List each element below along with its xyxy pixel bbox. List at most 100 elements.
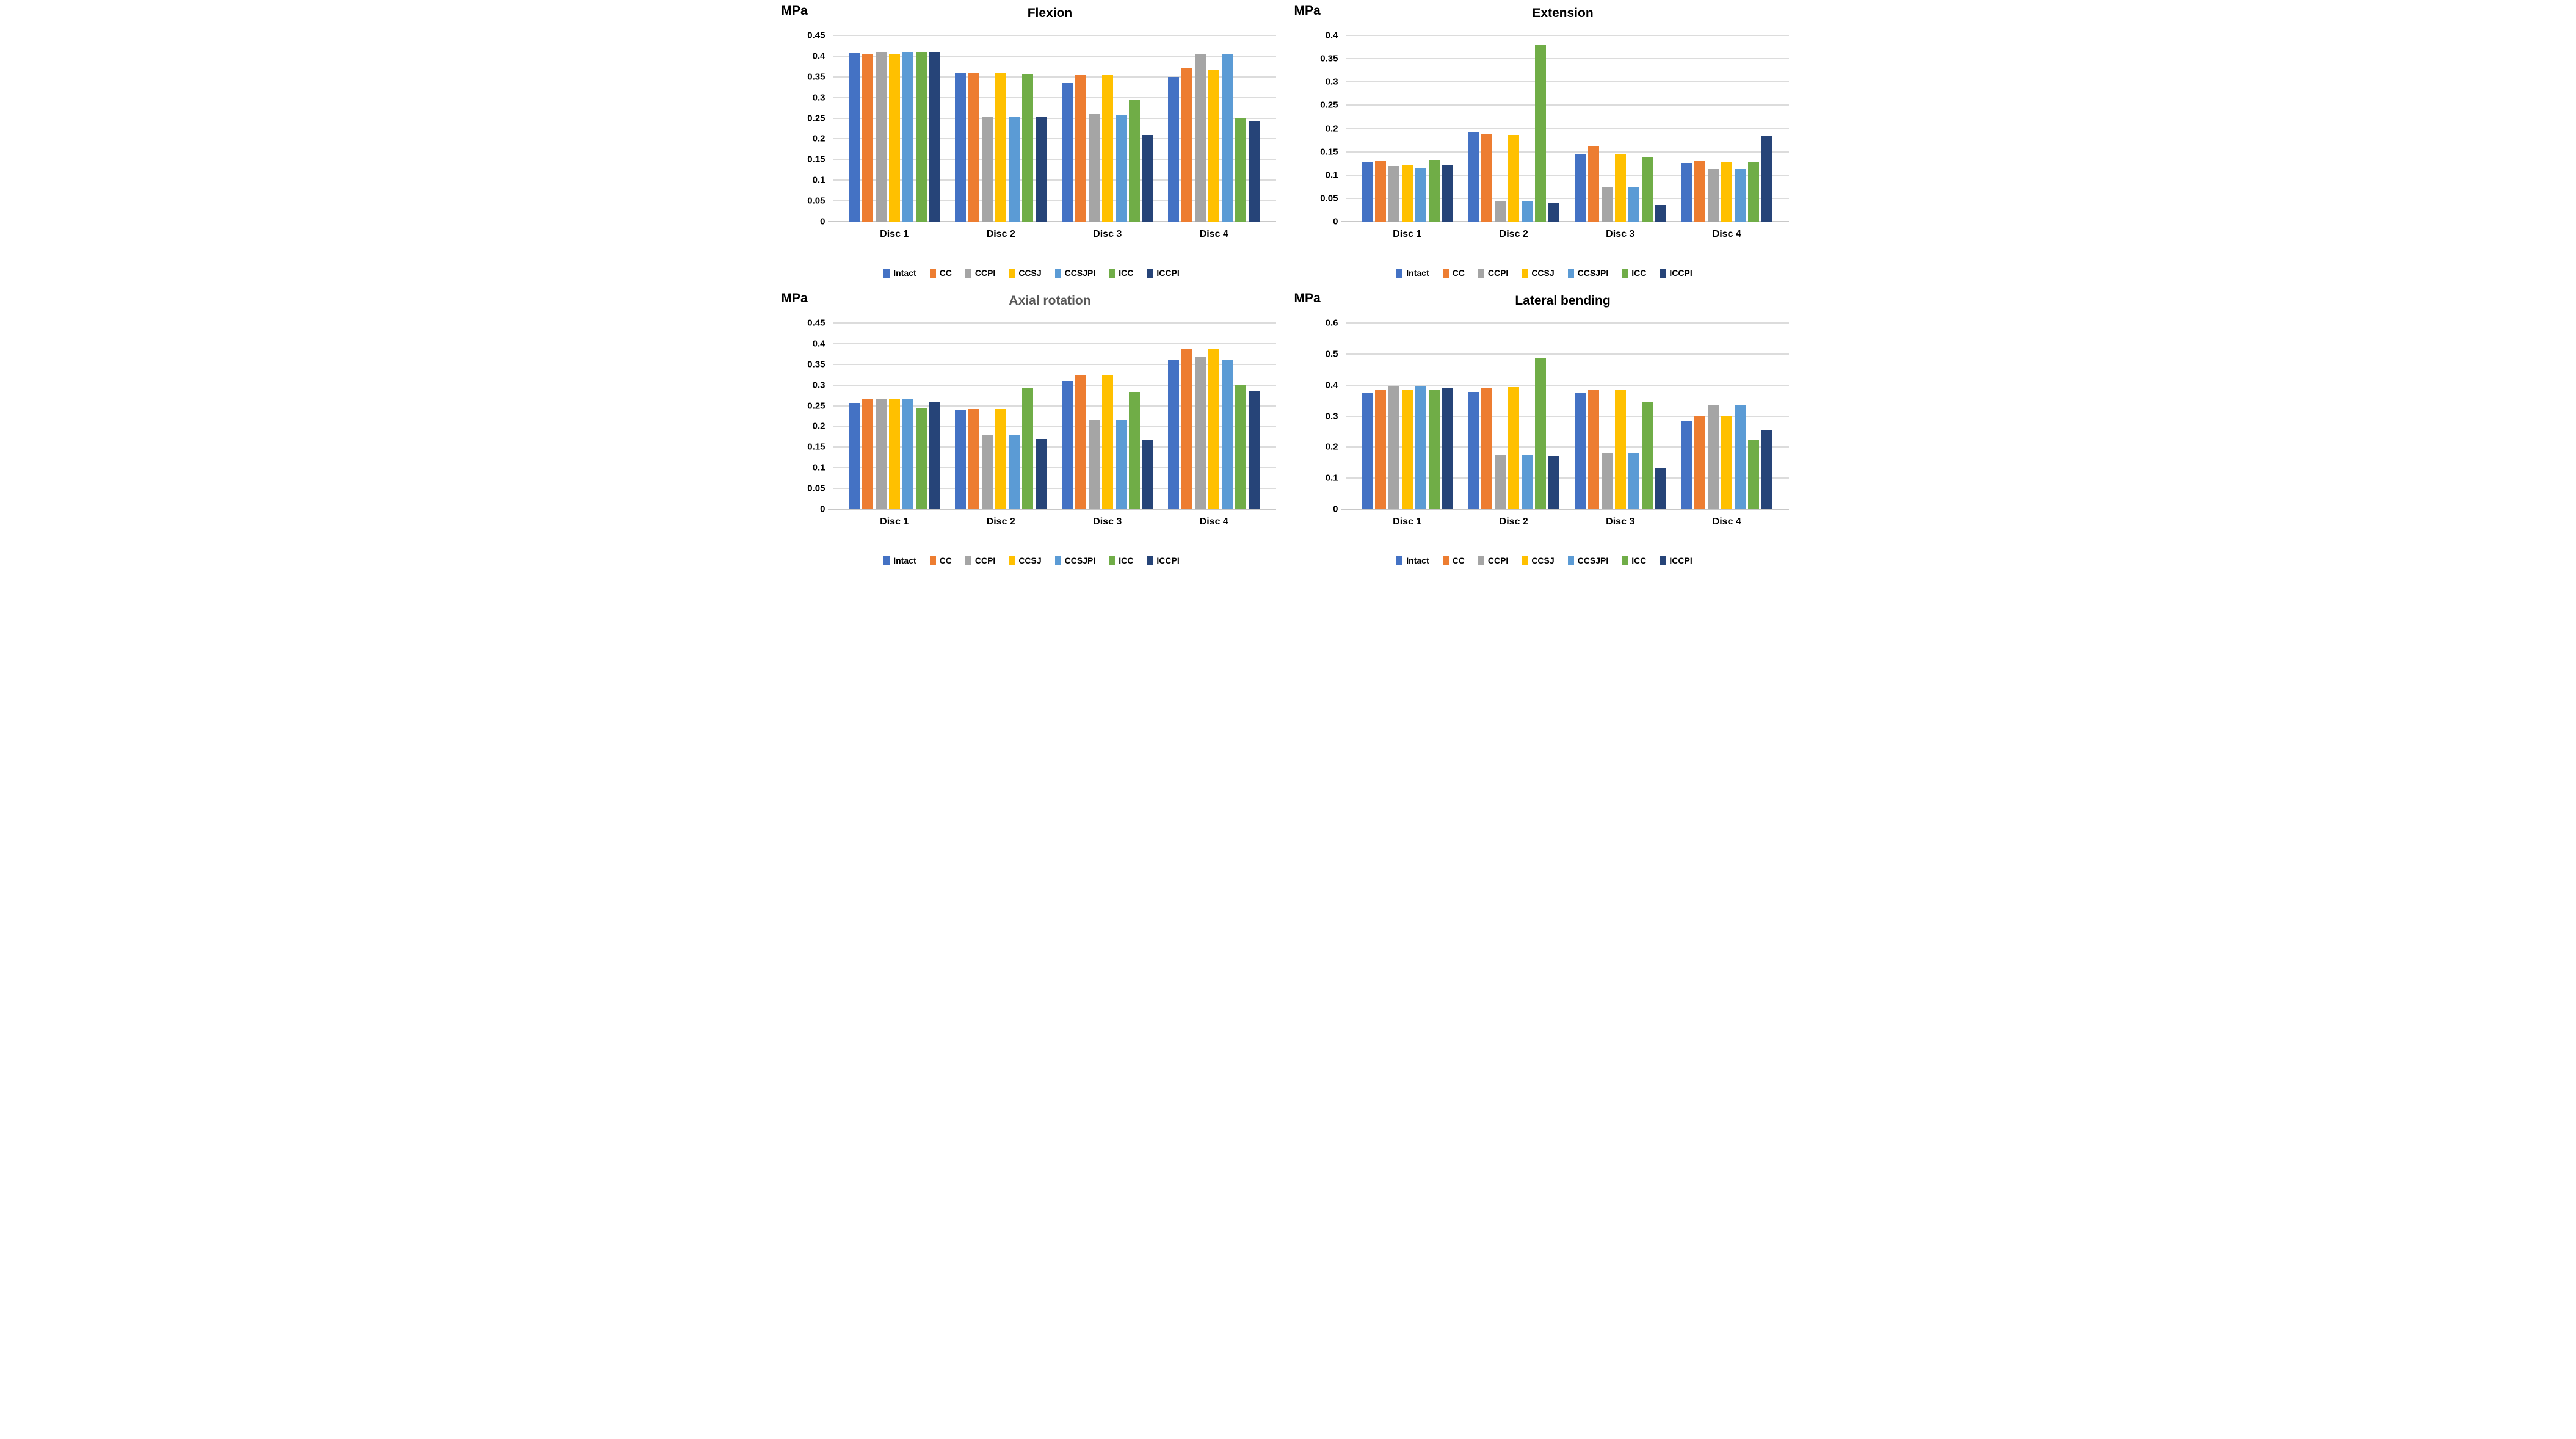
legend-label: CCSJPI	[1064, 268, 1096, 278]
legend-swatch-icon	[1009, 268, 1015, 278]
legend-item-intact: Intact	[1396, 268, 1429, 278]
bar-intact-disc-2	[1468, 392, 1479, 509]
bar-ccpi-disc-1	[1388, 166, 1399, 222]
bar-cc-disc-3	[1075, 75, 1086, 222]
x-axis-label-disc-2: Disc 2	[986, 229, 1015, 239]
y-axis-tick-label: 0.3	[1325, 411, 1338, 421]
legend-item-cc: CC	[1442, 268, 1465, 278]
bar-iccpi-disc-3	[1655, 205, 1666, 222]
bar-icc-disc-3	[1128, 391, 1140, 509]
legend-item-intact: Intact	[883, 556, 916, 565]
gridline	[1345, 384, 1789, 386]
gridline	[1345, 128, 1789, 129]
bar-group-disc-1	[1354, 323, 1461, 509]
bar-ccpi-disc-4	[1195, 357, 1206, 509]
legend-label: ICC	[1631, 556, 1647, 565]
bar-iccpi-disc-3	[1142, 134, 1153, 222]
legend-swatch-icon	[965, 268, 971, 278]
legend-swatch-icon	[1442, 556, 1449, 565]
y-axis-tick-label: 0.4	[1325, 30, 1338, 41]
x-axis-line	[1340, 221, 1789, 222]
bar-icc-disc-1	[915, 407, 927, 509]
gridline	[832, 488, 1276, 490]
bar-intact-disc-4	[1168, 76, 1180, 222]
y-axis-tick-label: 0.4	[812, 338, 825, 349]
legend-swatch-icon	[1522, 556, 1528, 565]
legend-swatch-icon	[1478, 556, 1484, 565]
bar-ccsj-disc-4	[1721, 162, 1733, 222]
legend-item-intact: Intact	[1396, 556, 1429, 565]
bar-ccsjpi-disc-2	[1009, 435, 1020, 509]
gridline	[1345, 446, 1789, 448]
gridline	[832, 96, 1276, 98]
bar-ccpi-disc-4	[1708, 405, 1719, 509]
legend: Intact CC CCPI CCSJ CCSJPI ICC ICCPI	[788, 556, 1276, 565]
gridline	[1345, 353, 1789, 355]
legend-swatch-icon	[1109, 556, 1116, 565]
bar-ccsj-disc-2	[1508, 135, 1520, 222]
bar-ccpi-disc-2	[1495, 201, 1506, 222]
legend-label: ICC	[1119, 268, 1134, 278]
bar-cc-disc-4	[1694, 161, 1706, 222]
chart-extension: MPa Extension 0 0.05 0.1 0.15 0.2 0.25 0.3 0.35 0.…	[1288, 0, 1801, 288]
gridline	[832, 179, 1276, 181]
bar-iccpi-disc-4	[1249, 391, 1260, 509]
bar-intact-disc-2	[955, 410, 967, 509]
x-axis-labels: Disc 1 Disc 2 Disc 3 Disc 4	[1346, 517, 1789, 531]
y-axis-tick-label: 0.25	[807, 113, 825, 124]
legend-label: CCPI	[974, 556, 996, 565]
bar-icc-disc-3	[1641, 157, 1653, 222]
legend-swatch-icon	[1660, 556, 1666, 565]
gridline	[832, 200, 1276, 202]
x-axis-label-disc-1: Disc 1	[880, 517, 909, 527]
legend-item-ccsj: CCSJ	[1009, 556, 1042, 565]
bar-cc-disc-4	[1181, 349, 1193, 509]
bar-ccsjpi-disc-1	[902, 399, 913, 509]
bar-ccsjpi-disc-3	[1115, 419, 1127, 509]
bar-icc-disc-4	[1748, 161, 1760, 222]
bar-iccpi-disc-4	[1761, 430, 1773, 509]
legend-label: ICCPI	[1156, 268, 1180, 278]
legend-label: CCSJ	[1018, 268, 1042, 278]
bar-ccsjpi-disc-1	[1415, 168, 1426, 222]
gridline	[1345, 58, 1789, 60]
y-axis-unit-label: MPa	[1294, 4, 1321, 18]
bar-group-disc-1	[841, 35, 948, 222]
bar-iccpi-disc-2	[1036, 117, 1047, 222]
legend-item-icc: ICC	[1109, 268, 1133, 278]
legend-label: ICCPI	[1669, 556, 1693, 565]
gridline	[832, 138, 1276, 140]
bar-ccsj-disc-3	[1614, 153, 1626, 222]
bar-cc-disc-2	[1481, 388, 1493, 509]
legend-item-ccsjpi: CCSJPI	[1054, 268, 1096, 278]
bar-iccpi-disc-1	[929, 401, 940, 509]
gridline	[832, 55, 1276, 57]
bar-cc-disc-1	[862, 54, 873, 222]
x-axis-label-disc-2: Disc 2	[986, 517, 1015, 527]
bar-icc-disc-4	[1748, 440, 1760, 509]
legend-swatch-icon	[1442, 268, 1449, 278]
bar-ccsjpi-disc-4	[1222, 53, 1233, 222]
bar-cc-disc-2	[968, 73, 980, 222]
legend-item-intact: Intact	[883, 268, 916, 278]
bar-ccsjpi-disc-4	[1222, 359, 1233, 509]
legend-swatch-icon	[1147, 268, 1153, 278]
y-axis-tick-label: 0.25	[807, 401, 825, 411]
x-axis-label-disc-4: Disc 4	[1712, 517, 1741, 527]
bar-ccsj-disc-4	[1208, 349, 1220, 509]
bar-cc-disc-1	[1374, 389, 1386, 509]
gridline	[832, 446, 1276, 448]
legend-item-icc: ICC	[1109, 556, 1133, 565]
gridline	[1345, 104, 1789, 106]
bar-cc-disc-3	[1587, 389, 1599, 509]
legend-swatch-icon	[1396, 556, 1403, 565]
bar-cc-disc-2	[968, 408, 980, 509]
legend-item-ccsj: CCSJ	[1522, 268, 1555, 278]
gridline	[1345, 415, 1789, 417]
legend-swatch-icon	[1522, 268, 1528, 278]
y-axis-tick-label: 0.1	[812, 462, 825, 473]
bar-ccsjpi-disc-4	[1735, 169, 1746, 222]
y-axis-tick-label: 0.35	[807, 359, 825, 370]
y-axis-tick-label: 0.2	[812, 133, 825, 144]
bar-intact-disc-2	[955, 73, 967, 222]
